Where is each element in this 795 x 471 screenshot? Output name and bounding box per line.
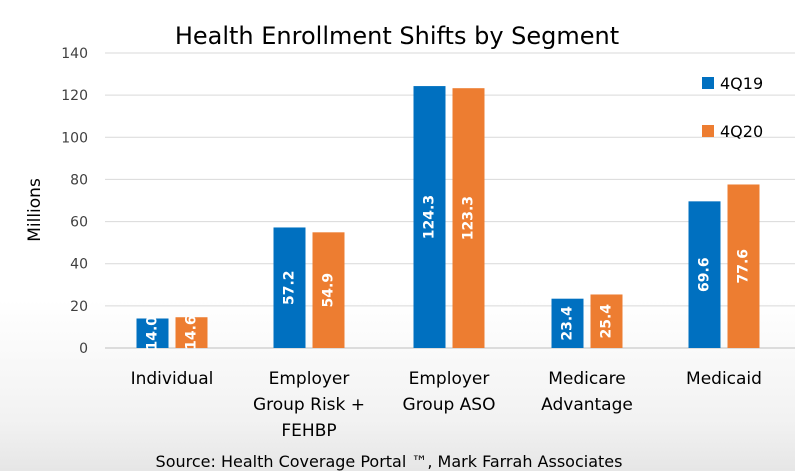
- category-label: Group Risk +: [253, 395, 365, 415]
- y-tick-labels: 0 20 40 60 80 100 120 140: [61, 46, 88, 357]
- chart-title: Health Enrollment Shifts by Segment: [175, 22, 619, 50]
- bar-4q20-4: [727, 184, 760, 348]
- category-label: Medicaid: [686, 369, 762, 389]
- bar-4q19-0: [136, 318, 169, 348]
- y-tick-label: 20: [70, 299, 88, 315]
- y-axis-label: Millions: [25, 178, 45, 242]
- category-label: Group ASO: [403, 395, 496, 415]
- data-labels: 14.0 57.2 124.3 23.4 69.6 14.6 54.9 123.3 25.4 77…: [145, 195, 752, 351]
- category-label: Employer: [269, 369, 350, 389]
- legend-swatch: [702, 125, 714, 137]
- bar-4q20-2: [452, 88, 485, 349]
- y-tick-label: 80: [70, 172, 88, 188]
- data-label: 14.6: [184, 315, 200, 350]
- data-label: 77.6: [736, 249, 752, 284]
- legend-label: 4Q20: [720, 122, 763, 141]
- bar-4q19-3: [551, 298, 584, 348]
- category-label: Advantage: [541, 395, 633, 415]
- category-labels: Individual Employer Group Risk + FEHBP Emplo…: [131, 369, 762, 441]
- y-tick-label: 40: [70, 257, 88, 273]
- data-label: 123.3: [461, 196, 477, 240]
- data-label: 124.3: [422, 195, 438, 239]
- legend: 4Q19 4Q20: [702, 74, 763, 141]
- data-label: 25.4: [599, 304, 615, 339]
- bar-4q19-2: [413, 86, 446, 348]
- bar-4q20-0: [175, 317, 208, 348]
- y-tick-label: 100: [61, 130, 88, 146]
- bar-4q19-4: [688, 201, 721, 348]
- y-tick-label: 120: [61, 88, 88, 104]
- data-label: 23.4: [560, 306, 576, 341]
- bar-4q20-3: [590, 294, 623, 348]
- y-tick-label: 60: [70, 215, 88, 231]
- legend-label: 4Q19: [720, 74, 763, 93]
- source-note: Source: Health Coverage Portal ™, Mark F…: [156, 452, 623, 471]
- category-label: Individual: [131, 369, 214, 389]
- bar-4q20-1: [312, 232, 345, 348]
- data-label: 14.0: [145, 316, 161, 351]
- category-label: Employer: [409, 369, 490, 389]
- category-label: Medicare: [548, 369, 625, 389]
- bars: [136, 86, 760, 349]
- bar-4q19-1: [273, 227, 306, 348]
- gridlines: [105, 52, 795, 349]
- legend-swatch: [702, 77, 714, 89]
- data-label: 57.2: [282, 270, 298, 305]
- category-label: FEHBP: [281, 421, 336, 441]
- y-tick-label: 140: [61, 46, 88, 62]
- y-tick-label: 0: [79, 341, 88, 357]
- data-label: 54.9: [321, 273, 337, 308]
- data-label: 69.6: [697, 257, 713, 292]
